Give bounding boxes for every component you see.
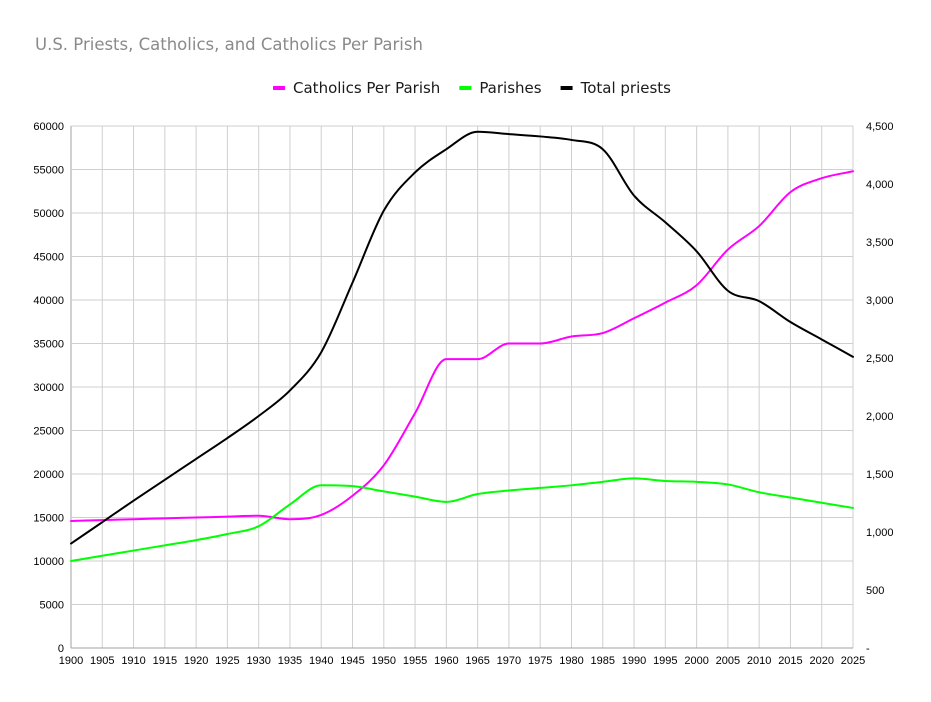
y-right-tick-label: 3,000 xyxy=(866,295,894,307)
y-right-tick-label: 1,000 xyxy=(866,527,894,539)
x-tick-label: 1955 xyxy=(403,655,427,667)
y-left-tick-label: 40000 xyxy=(33,295,64,307)
x-tick-label: 1970 xyxy=(497,655,521,667)
x-tick-label: 2000 xyxy=(684,655,708,667)
y-left-tick-label: 20000 xyxy=(33,469,64,481)
y-left-tick-label: 15000 xyxy=(33,513,64,525)
series-line-parishes xyxy=(70,477,854,562)
x-tick-label: 1950 xyxy=(372,655,396,667)
x-tick-label: 1925 xyxy=(215,655,239,667)
x-tick-label: 1920 xyxy=(184,655,208,667)
x-tick-label: 1900 xyxy=(59,655,83,667)
y-left-tick-label: 30000 xyxy=(33,382,64,394)
x-tick-label: 2025 xyxy=(841,655,865,667)
legend-item-label: Catholics Per Parish xyxy=(293,79,440,97)
y-right-tick-label: 500 xyxy=(866,585,884,597)
x-tick-label: 1935 xyxy=(278,655,302,667)
x-tick-label: 2020 xyxy=(809,655,833,667)
series-lines xyxy=(70,130,854,562)
chart-title: U.S. Priests, Catholics, and Catholics P… xyxy=(35,35,423,54)
legend-swatch xyxy=(273,86,286,90)
y-left-tick-label: 0 xyxy=(58,643,64,655)
grid xyxy=(70,125,854,649)
x-tick-label: 1945 xyxy=(340,655,364,667)
y-left-tick-label: 55000 xyxy=(33,165,64,177)
y-right-tick-label: 3,500 xyxy=(866,237,894,249)
x-tick-label: 1930 xyxy=(246,655,270,667)
legend: Catholics Per Parish Parishes Total priest… xyxy=(273,79,671,97)
x-tick-label: 1915 xyxy=(153,655,177,667)
y-left-tick-label: 50000 xyxy=(33,208,64,220)
x-tick-label: 2015 xyxy=(778,655,802,667)
y-left-tick-label: 25000 xyxy=(33,426,64,438)
x-tick-label: 2005 xyxy=(716,655,740,667)
y-right-tick-label: 1,500 xyxy=(866,469,894,481)
x-tick-label: 1995 xyxy=(653,655,677,667)
y-right-tick-label: 4,500 xyxy=(866,121,894,133)
y-right-tick-label: - xyxy=(866,643,870,655)
x-tick-label: 1965 xyxy=(465,655,489,667)
legend-swatch xyxy=(459,86,472,90)
y-left-tick-label: 60000 xyxy=(33,121,64,133)
x-tick-label: 1940 xyxy=(309,655,333,667)
x-axis: 1900 1905 1910 1915 1920 1925 1930 1935 1940 1945… xyxy=(59,655,865,667)
y-left-tick-label: 35000 xyxy=(33,339,64,351)
x-tick-label: 1910 xyxy=(121,655,145,667)
x-tick-label: 2010 xyxy=(747,655,771,667)
x-tick-label: 1980 xyxy=(559,655,583,667)
legend-swatch xyxy=(560,86,573,90)
y-right-tick-label: 2,500 xyxy=(866,353,894,365)
y-left-tick-label: 5000 xyxy=(40,600,64,612)
y-right-tick-label: 2,000 xyxy=(866,411,894,423)
series-line-catholics-per-parish xyxy=(70,170,854,522)
y-axis-left: 0 5000 10000 15000 20000 25000 30000 35000 40000… xyxy=(33,121,64,655)
legend-item-label: Parishes xyxy=(479,79,541,97)
y-left-tick-label: 10000 xyxy=(33,556,64,568)
y-left-tick-label: 45000 xyxy=(33,252,64,264)
y-axis-right: - 500 1,000 1,500 2,000 2,500 3,000 3,500 4,000 4… xyxy=(866,121,894,655)
x-tick-label: 1985 xyxy=(591,655,615,667)
series-line-total-priests xyxy=(70,130,854,545)
x-tick-label: 1960 xyxy=(434,655,458,667)
x-tick-label: 1975 xyxy=(528,655,552,667)
x-tick-label: 1905 xyxy=(90,655,114,667)
x-tick-label: 1990 xyxy=(622,655,646,667)
legend-item-label: Total priests xyxy=(580,79,672,97)
y-right-tick-label: 4,000 xyxy=(866,179,894,191)
